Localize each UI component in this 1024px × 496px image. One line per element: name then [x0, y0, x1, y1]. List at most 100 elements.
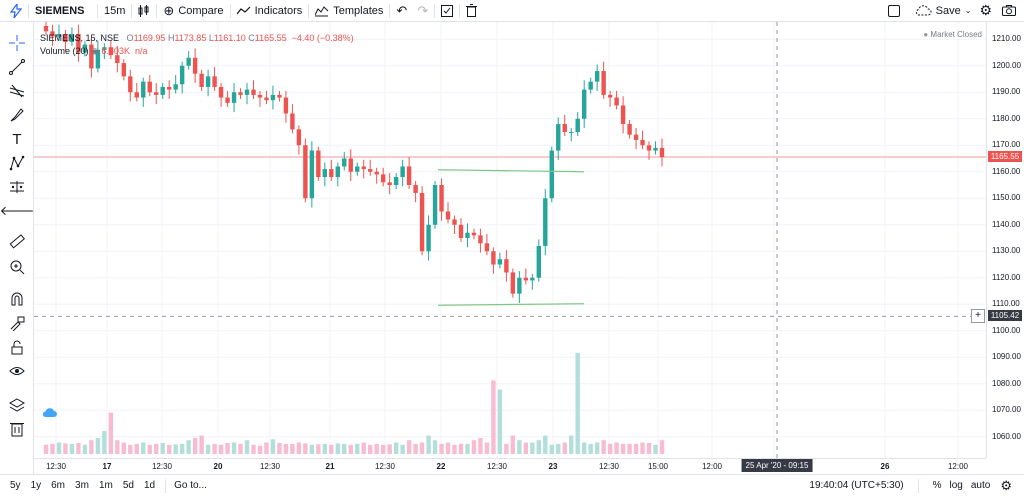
volume-bar	[251, 444, 256, 454]
cloud-icon	[915, 5, 932, 16]
price-tick: 1110.00	[992, 299, 1020, 309]
layers-icon[interactable]	[8, 396, 26, 414]
lock-drawing-icon[interactable]	[8, 314, 26, 332]
candle-body	[627, 124, 632, 135]
volume-bar	[134, 443, 139, 454]
text-tool-icon[interactable]: T	[12, 130, 22, 148]
candle-body	[432, 185, 438, 225]
candle-body	[102, 47, 107, 50]
candle-body	[128, 76, 133, 93]
volume-bar	[270, 439, 276, 454]
volume-bar	[458, 443, 464, 454]
compare-button[interactable]: ⊕ Compare	[163, 3, 223, 19]
volume-bar	[231, 442, 237, 454]
unlock-icon[interactable]	[8, 338, 26, 356]
price-axis[interactable]: 1210.00 1200.00 1190.00 1180.00 1170.00 1160.…	[971, 22, 1024, 458]
checkbox-icon[interactable]	[441, 4, 454, 17]
zoom-in-icon[interactable]	[8, 258, 26, 276]
pattern-icon[interactable]	[8, 154, 26, 172]
log-toggle[interactable]: log	[949, 480, 963, 491]
gear-icon[interactable]: ⚙	[1000, 477, 1012, 493]
indicators-button[interactable]: Indicators	[236, 4, 303, 17]
volume-bar	[633, 443, 639, 454]
candle-body	[56, 33, 62, 37]
time-axis[interactable]: 12:30 17 12:30 20 12:30 21 12:30 22 12:30 23 12:30…	[34, 458, 986, 474]
volume-bar	[212, 443, 217, 454]
save-button[interactable]: Save ⌄	[914, 5, 972, 17]
volume-bar	[335, 443, 340, 454]
candlestick-chart[interactable]	[34, 22, 986, 458]
volume-bar	[465, 443, 470, 454]
volume-bar	[115, 440, 120, 454]
volume-bar	[439, 443, 444, 454]
pitchfork-icon[interactable]	[8, 82, 26, 100]
volume-bar	[646, 442, 652, 454]
symbol-search[interactable]: SIEMENS	[35, 4, 85, 17]
candle-body	[231, 92, 237, 103]
auto-toggle[interactable]: auto	[970, 480, 991, 491]
volume-bar	[322, 443, 328, 454]
gear-icon[interactable]: ⚙	[979, 2, 992, 18]
clock[interactable]: 19:40:04 (UTC+5:30)	[809, 480, 904, 491]
eye-icon[interactable]	[8, 362, 26, 380]
magnet-icon[interactable]	[8, 290, 26, 308]
candle-body	[588, 81, 593, 90]
resistance-line	[437, 169, 585, 173]
candle-body	[270, 94, 276, 101]
fullscreen-icon[interactable]	[887, 4, 900, 17]
volume-bar	[141, 442, 146, 454]
chart-pane[interactable]: ● Market Closed	[34, 22, 986, 458]
goto-button[interactable]: Go to...	[174, 480, 207, 491]
trend-line-icon[interactable]	[8, 58, 26, 76]
candle-body	[368, 169, 373, 172]
volume-bar	[406, 440, 412, 454]
redo-icon[interactable]: ↷	[417, 2, 429, 18]
range-button-5d[interactable]: 5d	[122, 480, 134, 491]
range-button-1y[interactable]: 1y	[30, 480, 42, 491]
prediction-icon[interactable]	[8, 178, 26, 196]
range-button-5y[interactable]: 5y	[10, 480, 21, 491]
ruler-icon[interactable]	[8, 232, 26, 250]
volume-bar	[419, 442, 425, 454]
volume-label[interactable]: Volume (20)	[40, 46, 89, 56]
top-toolbar: SIEMENS 15m ⊕ Compare Indicators Templat…	[0, 0, 1024, 22]
volume-bar	[303, 443, 308, 454]
chevron-down-icon: ⌄	[964, 6, 972, 15]
eye-small-icon[interactable]: ◉	[91, 46, 99, 56]
range-button-3m[interactable]: 3m	[75, 480, 89, 491]
candle-body	[406, 166, 412, 185]
templates-button[interactable]: Templates	[315, 5, 383, 17]
volume-bar	[160, 442, 165, 454]
candle-style-icon[interactable]	[138, 4, 150, 18]
volume-bar	[108, 412, 114, 454]
candle-body	[147, 81, 152, 93]
range-button-1d[interactable]: 1d	[143, 480, 156, 491]
candle-body	[569, 132, 574, 133]
candle-body	[43, 26, 49, 32]
legend-symbol[interactable]: SIEMENS, 15, NSE	[40, 33, 120, 43]
time-tick: 12:00	[947, 462, 969, 471]
camera-icon[interactable]	[1002, 5, 1016, 16]
crosshair-icon[interactable]	[8, 34, 26, 52]
indicators-label: Indicators	[254, 4, 303, 17]
undo-icon[interactable]: ↶	[396, 2, 408, 18]
percent-toggle[interactable]: %	[932, 480, 942, 491]
volume-bar	[549, 444, 554, 454]
candle-body	[121, 63, 127, 77]
trash-drawings-icon[interactable]	[8, 420, 26, 438]
brush-icon[interactable]	[8, 106, 26, 124]
lightning-icon[interactable]	[10, 3, 22, 18]
trash-icon[interactable]	[466, 4, 478, 17]
volume-bar	[56, 442, 62, 454]
compare-label: Compare	[178, 4, 224, 17]
volume-bar	[380, 444, 386, 454]
support-line	[437, 303, 585, 306]
volume-bar	[225, 442, 230, 454]
add-alert-icon[interactable]: +	[971, 309, 985, 324]
interval-button[interactable]: 15m	[104, 4, 126, 17]
back-arrow-icon[interactable]: 🡐	[0, 203, 35, 218]
range-button-6m[interactable]: 6m	[51, 480, 66, 491]
range-button-1m[interactable]: 1m	[98, 480, 113, 491]
volume-bar	[445, 442, 451, 454]
range-buttons: 5y 1y 6m 3m 1m 5d 1d	[10, 480, 155, 491]
